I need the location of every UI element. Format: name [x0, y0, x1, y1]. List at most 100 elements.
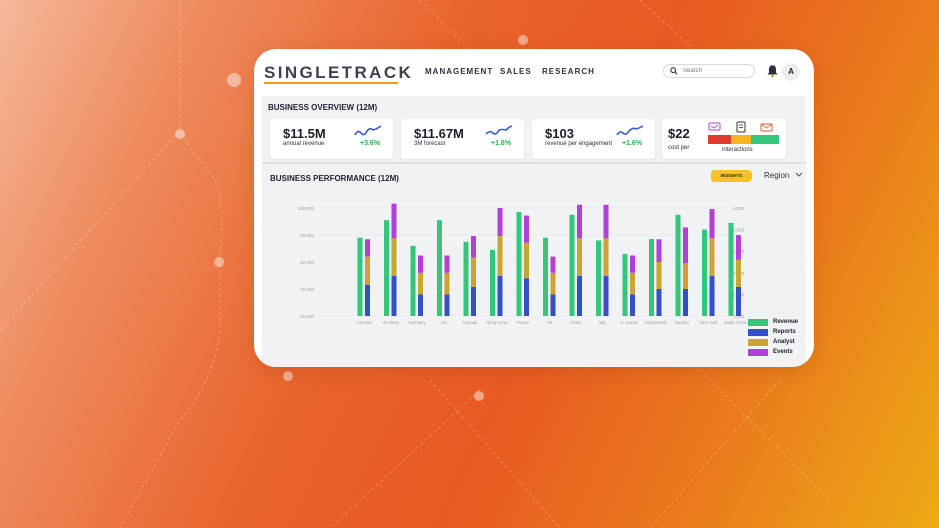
search-box[interactable]: [663, 64, 755, 78]
top-navbar: SINGLETRACK MANAGEMENT SALES RESEARCH A: [254, 49, 814, 94]
kpi-label: revenue per engagement: [545, 141, 613, 147]
bar-events: [497, 208, 503, 237]
search-input[interactable]: [683, 66, 751, 76]
bar-analyst: [630, 272, 635, 295]
bar-reports: [709, 276, 715, 316]
bar-events: [577, 204, 582, 239]
bar-revenue: [437, 220, 442, 316]
bar-events: [391, 203, 397, 239]
kpi-card-3m-forecast[interactable]: $11.67M 3M forecast +1.6%: [401, 119, 524, 159]
bell-icon[interactable]: [766, 64, 779, 78]
main-content: BUSINESS OVERVIEW (12M) $11.5M annual re…: [262, 96, 806, 367]
x-axis-label: S. Korea: [621, 320, 638, 325]
bar-events: [418, 255, 423, 273]
x-axis-label: Germany: [408, 320, 426, 325]
legend-item-reports: Reports: [748, 328, 804, 338]
bar-analyst: [577, 238, 582, 277]
kpi-label: 3M forecast: [414, 141, 446, 147]
kpi-sublabel: interactions: [722, 147, 753, 153]
dashboard-card: SINGLETRACK MANAGEMENT SALES RESEARCH A …: [254, 49, 814, 367]
legend-swatch: [748, 329, 768, 336]
x-axis-label: UK: [441, 320, 447, 325]
y-axis-left-tick: 100,000: [298, 206, 315, 211]
bar-analyst: [550, 272, 556, 295]
legend-label: Reports: [773, 329, 796, 335]
legend-label: Events: [773, 349, 793, 355]
legend-swatch: [748, 339, 768, 346]
bar-revenue: [728, 222, 734, 316]
kpi-card-revenue-per-engagement[interactable]: $103 revenue per engagement +1.6%: [532, 119, 655, 159]
sparkline-icon: [485, 125, 513, 135]
kpi-card-annual-revenue[interactable]: $11.5M annual revenue +3.6%: [270, 119, 393, 159]
kpi-label: annual revenue: [283, 141, 325, 147]
bar-revenue: [543, 237, 548, 316]
bar-revenue: [463, 241, 469, 316]
bar-events: [471, 236, 476, 258]
nav-research[interactable]: RESEARCH: [542, 67, 595, 76]
document-icon: [736, 121, 746, 133]
bar-reports: [418, 294, 423, 316]
bar-analyst: [418, 272, 423, 295]
sparkline-icon: [616, 125, 644, 136]
business-overview-title: BUSINESS OVERVIEW (12M): [268, 103, 378, 112]
bar-analyst: [709, 238, 715, 277]
bar-reports: [497, 276, 503, 316]
bar-analyst: [365, 256, 370, 285]
bar-revenue: [569, 214, 575, 316]
kpi-value: $11.5M: [283, 126, 326, 141]
bar-reports: [550, 294, 556, 316]
bar-reports: [471, 286, 476, 316]
bar-events: [630, 255, 635, 273]
legend-swatch: [748, 349, 768, 356]
kpi-value: $103: [545, 126, 574, 141]
bar-reports: [603, 276, 609, 316]
kpi-value: $22: [668, 126, 690, 141]
bar-events: [365, 239, 370, 257]
region-label: Region: [764, 171, 790, 180]
insights-button[interactable]: INSIGHTS: [711, 170, 752, 182]
interaction-channels-icon: [708, 121, 779, 144]
kpi-card-cost-per-interaction[interactable]: $22 cost per int: [662, 119, 786, 159]
x-axis-label: Hong Kong: [486, 320, 508, 325]
bar-events: [656, 239, 662, 262]
x-axis-label: China: [571, 320, 583, 325]
x-axis-label: US West: [382, 320, 399, 325]
y-axis-left-tick: 80,000: [300, 233, 314, 238]
search-icon: [670, 67, 678, 75]
bar-reports: [444, 294, 450, 316]
bar-events: [683, 227, 688, 264]
bar-revenue: [384, 220, 389, 316]
y-axis-right-tick: 5,000: [733, 228, 745, 233]
bar-events: [736, 235, 741, 260]
sparkline-icon: [354, 125, 382, 136]
kpi-change: +3.6%: [360, 140, 381, 147]
y-axis-left-tick: 40,000: [300, 287, 314, 292]
meeting-icon: [708, 122, 721, 131]
nav-sales[interactable]: SALES: [500, 67, 532, 76]
y-axis-left-tick: 60,000: [300, 260, 314, 265]
bar-revenue: [490, 249, 495, 316]
bar-revenue: [622, 253, 628, 316]
x-axis-label: Italy: [599, 320, 608, 325]
bar-revenue: [596, 240, 601, 316]
legend-item-revenue: Revenue: [748, 318, 804, 328]
bar-reports: [577, 276, 582, 316]
legend-item-analyst: Analyst: [748, 338, 804, 348]
bar-analyst: [656, 262, 662, 289]
singletrack-logo[interactable]: SINGLETRACK: [264, 63, 414, 82]
kpi-value: $11.67M: [414, 126, 464, 141]
avatar[interactable]: A: [782, 63, 800, 81]
logo-underline: [264, 82, 398, 84]
kpi-label: cost per: [668, 145, 690, 151]
bar-analyst: [736, 259, 741, 287]
nav-management[interactable]: MANAGEMENT: [425, 67, 494, 76]
bar-analyst: [444, 272, 450, 295]
bar-analyst: [683, 263, 688, 289]
chevron-down-icon: [795, 172, 802, 177]
business-performance-chart: 100,000 80,000 60,000 40,000 20,000 6,000 5,00…: [298, 203, 747, 325]
x-axis-label: Switzerland: [645, 320, 667, 325]
x-axis-label: France: [516, 320, 530, 325]
section-divider: [262, 162, 806, 164]
region-dropdown[interactable]: Region: [764, 171, 803, 180]
